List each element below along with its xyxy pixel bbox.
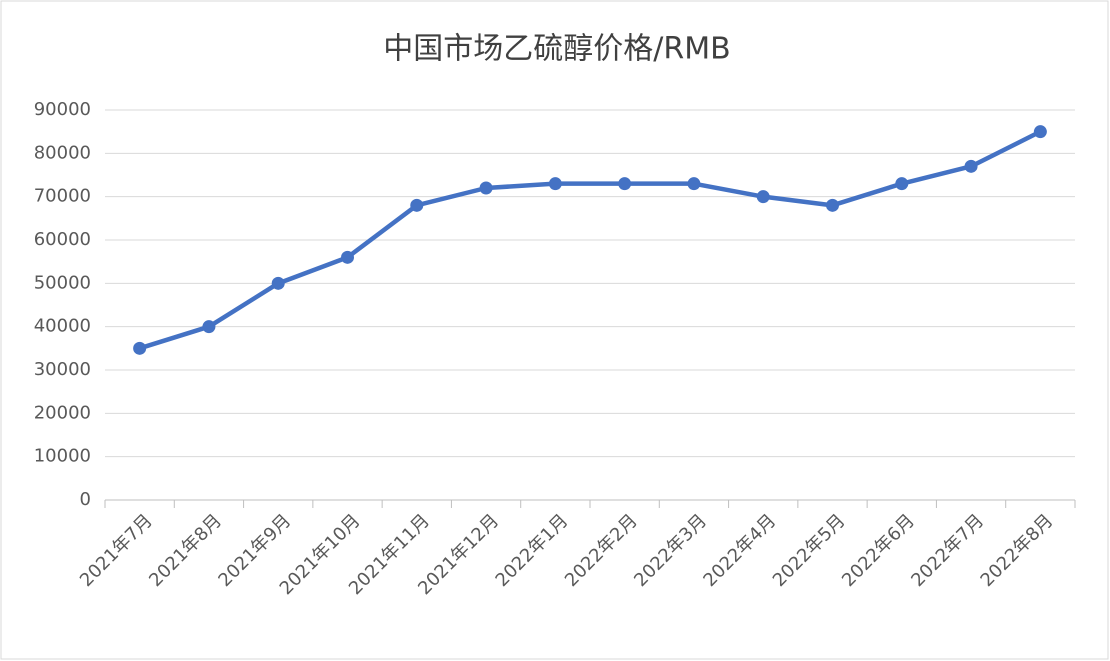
marker (1033, 125, 1047, 139)
marker (479, 181, 493, 195)
y-tick-label: 0 (80, 489, 91, 510)
y-tick-label: 80000 (34, 142, 91, 163)
marker (687, 177, 701, 191)
marker (964, 159, 978, 173)
marker (895, 177, 909, 191)
marker (410, 198, 424, 212)
marker (826, 198, 839, 212)
marker (618, 177, 632, 191)
marker (341, 250, 354, 264)
marker (548, 177, 562, 191)
marker (202, 320, 216, 334)
y-tick-label: 50000 (34, 272, 91, 293)
line (137, 129, 1043, 351)
y-tick-label: 20000 (34, 402, 91, 423)
y-tick-label: 10000 (34, 446, 91, 467)
chart-title: 中国市场乙硫醇价格/RMB (383, 32, 730, 67)
y-tick-label: 30000 (34, 359, 91, 380)
y-tick-label: 40000 (34, 316, 91, 337)
y-tick-label: 70000 (34, 186, 91, 207)
y-tick-label: 90000 (34, 99, 91, 120)
marker (756, 190, 770, 204)
marker (133, 341, 147, 355)
y-tick-label: 60000 (34, 229, 91, 250)
marker (271, 276, 285, 290)
